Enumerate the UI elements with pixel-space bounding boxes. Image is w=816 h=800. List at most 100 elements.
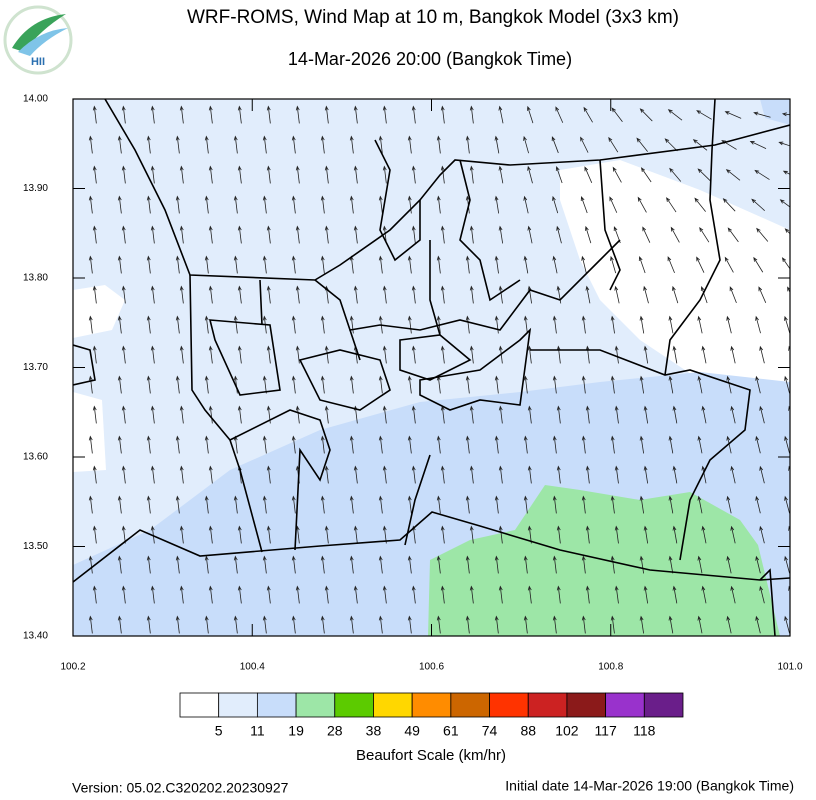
wind-arrow: [208, 465, 213, 484]
wind-arrow: [498, 345, 503, 364]
wind-arrow: [204, 555, 209, 574]
wind-arrow: [494, 555, 499, 574]
wind-arrow: [320, 135, 325, 154]
wind-arrow: [88, 135, 93, 154]
wind-arrow: [610, 555, 615, 574]
wind-arrow: [440, 105, 445, 124]
wind-arrow: [469, 465, 474, 484]
wind-arrow: [121, 105, 126, 124]
colorbar-box: [450, 692, 490, 718]
wind-arrow: [643, 405, 649, 424]
wind-arrow: [730, 525, 736, 544]
boundary: [459, 159, 521, 302]
wind-arrow: [726, 435, 732, 454]
wind-arrow: [320, 195, 325, 214]
wind-arrow: [266, 345, 271, 364]
wind-arrow: [233, 315, 238, 334]
wind-arrow: [779, 199, 790, 208]
wind-arrow: [614, 465, 619, 484]
wind-arrow: [266, 225, 271, 244]
wind-arrow: [233, 495, 238, 514]
wind-arrow: [614, 405, 619, 424]
y-tick-label: 13.60: [23, 452, 48, 463]
wind-arrow: [233, 375, 238, 394]
wind-arrow: [469, 225, 474, 244]
wind-arrow: [669, 167, 682, 182]
wind-arrow: [555, 165, 563, 184]
wind-arrow: [349, 195, 354, 214]
wind-arrow: [666, 197, 677, 213]
wind-arrow: [755, 495, 761, 514]
wind-arrow: [150, 105, 155, 124]
colorbar-box: [218, 692, 258, 718]
wind-arrow: [610, 315, 615, 334]
wind-arrow: [291, 315, 296, 334]
boundary: [229, 439, 263, 553]
colorbar-box: [256, 692, 297, 718]
wind-arrow: [324, 225, 329, 244]
wind-arrow: [179, 285, 184, 304]
wind-arrow: [179, 345, 184, 364]
boundary: [104, 99, 790, 281]
wind-arrow: [262, 375, 267, 394]
wind-arrow: [291, 375, 296, 394]
boundary: [664, 99, 721, 376]
wind-arrow: [637, 196, 647, 213]
wind-arrow: [664, 138, 678, 152]
wind-arrow: [556, 405, 561, 424]
wind-arrow: [349, 615, 354, 634]
wind-arrow: [585, 285, 591, 304]
wind-arrow: [324, 105, 329, 124]
wind-arrow: [494, 495, 499, 514]
wind-arrow: [697, 315, 703, 334]
wind-arrow: [146, 135, 151, 154]
wind-arrow: [324, 405, 329, 424]
wind-arrow: [262, 495, 267, 514]
wind-arrow: [117, 135, 122, 154]
wind-arrow: [121, 285, 126, 304]
wind-arrow: [668, 435, 674, 454]
fill-zone: [760, 99, 790, 125]
wind-arrow: [784, 315, 790, 334]
wind-arrow: [117, 615, 122, 634]
wind-arrow: [175, 495, 180, 514]
wind-arrow: [609, 196, 618, 213]
boundary: [404, 454, 776, 636]
wind-arrow: [117, 315, 122, 334]
wind-arrow: [411, 285, 416, 304]
wind-arrow: [465, 615, 470, 634]
colorbar-box: [411, 692, 452, 718]
wind-arrow: [552, 435, 557, 454]
wind-arrow: [465, 375, 470, 394]
colorbar-box: [605, 692, 645, 718]
wind-arrow: [175, 435, 180, 454]
wind-arrow: [585, 225, 592, 244]
wind-arrow: [523, 135, 529, 154]
wind-arrow: [494, 255, 499, 274]
wind-arrow: [92, 165, 97, 184]
wind-arrow: [266, 465, 271, 484]
wind-arrow: [523, 375, 528, 394]
wind-arrow: [465, 555, 470, 574]
wind-arrow: [353, 225, 358, 244]
wind-arrow: [353, 585, 358, 604]
wind-arrow: [643, 465, 649, 484]
colorbar-box: [489, 692, 529, 718]
wind-arrow: [204, 315, 209, 334]
colorbar-tick-label: 61: [443, 723, 459, 739]
wind-arrow: [643, 525, 649, 544]
wind-arrow: [581, 315, 586, 334]
wind-arrow: [295, 105, 300, 124]
boundary: [208, 319, 281, 396]
wind-arrow: [407, 375, 412, 394]
colorbar-box: [295, 692, 336, 718]
wind-arrow: [88, 315, 93, 334]
wind-arrow: [494, 375, 499, 394]
wind-arrow: [436, 195, 441, 214]
wind-arrow: [291, 195, 296, 214]
wind-arrow: [262, 135, 267, 154]
wind-arrow: [436, 555, 441, 574]
boundary: [530, 349, 751, 561]
wind-arrow: [266, 285, 271, 304]
